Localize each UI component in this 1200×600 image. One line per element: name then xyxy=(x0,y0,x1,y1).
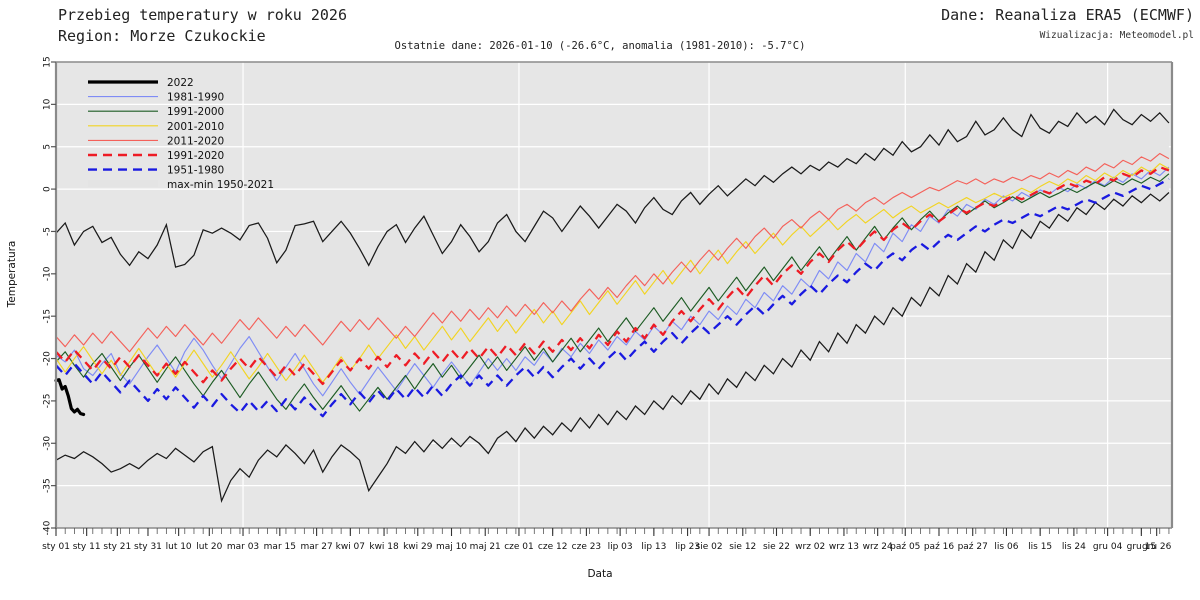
x-tick-label: sie 22 xyxy=(763,542,790,552)
x-tick-label: sie 02 xyxy=(696,542,723,552)
y-tick-label: -25 xyxy=(43,394,53,409)
x-tick-label: lut 10 xyxy=(166,542,192,552)
y-tick-label: -20 xyxy=(43,351,53,366)
x-tick-label: maj 10 xyxy=(436,542,467,552)
y-tick-label: -5 xyxy=(43,227,53,236)
series-line-1951-1980 xyxy=(55,177,1170,418)
y-tick-label: 0 xyxy=(43,186,53,192)
x-tick-label: cze 12 xyxy=(538,542,568,552)
y-tick-label: -10 xyxy=(43,266,53,281)
data-source-label: Dane: Reanaliza ERA5 (ECMWF) xyxy=(941,6,1194,24)
region-label: Region: Morze Czukockie xyxy=(58,27,266,45)
chart-header: Przebieg temperatury w roku 2026 Region:… xyxy=(0,0,1200,60)
page-title: Przebieg temperatury w roku 2026 xyxy=(58,6,347,24)
series-line-2022 xyxy=(54,378,86,417)
legend-label: max-min 1950-2021 xyxy=(167,179,274,191)
x-tick-label: lis 06 xyxy=(994,542,1018,552)
legend-swatch-band xyxy=(88,180,158,188)
x-tick-label: lut 20 xyxy=(196,542,222,552)
y-axis-title: Temperatura xyxy=(6,240,18,308)
x-tick-label: kwi 07 xyxy=(336,542,365,552)
y-tick-label: -35 xyxy=(43,478,53,493)
x-tick-label: paź 27 xyxy=(958,542,988,552)
x-tick-label: gru 15 xyxy=(1127,542,1156,552)
x-tick-label: cze 01 xyxy=(504,542,534,552)
x-axis-title: Data xyxy=(587,568,613,580)
series-line-1991-2000 xyxy=(55,173,1170,412)
series-line-2011-2020 xyxy=(55,152,1170,353)
legend-label: 1991-2000 xyxy=(167,106,224,118)
y-tick-label: 15 xyxy=(43,56,53,67)
x-tick-label: paź 05 xyxy=(890,542,920,552)
legend-label: 1951-1980 xyxy=(167,165,224,177)
x-tick-label: gru 26 xyxy=(1142,542,1172,552)
x-tick-label: lip 23 xyxy=(675,542,700,552)
x-tick-label: cze 23 xyxy=(572,542,602,552)
y-tick-label: -15 xyxy=(43,309,53,324)
y-tick-label: 5 xyxy=(43,144,53,150)
x-tick-label: mar 03 xyxy=(227,542,259,552)
x-tick-label: sty 21 xyxy=(103,542,131,552)
x-tick-label: wrz 13 xyxy=(829,542,859,552)
x-tick-label: sty 11 xyxy=(73,542,101,552)
x-tick-label: wrz 02 xyxy=(795,542,825,552)
legend-label: 1981-1990 xyxy=(167,92,224,104)
legend-label: 2011-2020 xyxy=(167,135,224,147)
x-tick-label: lip 03 xyxy=(608,542,633,552)
y-tick-label: -30 xyxy=(43,436,53,451)
x-tick-label: kwi 29 xyxy=(403,542,433,552)
y-tick-label: -40 xyxy=(43,520,53,535)
x-tick-label: mar 15 xyxy=(264,542,296,552)
series-line-1991-2020 xyxy=(55,165,1170,386)
legend-label: 2001-2010 xyxy=(167,121,224,133)
visualization-credit-label: Wizualizacja: Meteomodel.pl xyxy=(1039,30,1194,41)
x-tick-label: sty 31 xyxy=(134,542,162,552)
y-tick-label: 10 xyxy=(43,98,53,110)
chart-subtitle: Ostatnie dane: 2026-01-10 (-26.6°C, anom… xyxy=(394,40,806,52)
x-tick-label: lis 24 xyxy=(1062,542,1086,552)
series-line-2001-2010 xyxy=(55,163,1170,383)
x-tick-label: wrz 24 xyxy=(863,542,893,552)
x-tick-label: lip 13 xyxy=(641,542,666,552)
x-tick-label: gru 04 xyxy=(1093,542,1123,552)
max-envelope-line xyxy=(55,108,1170,268)
legend-label: 1991-2020 xyxy=(167,150,224,162)
x-tick-label: mar 27 xyxy=(300,542,332,552)
legend-label: 2022 xyxy=(167,77,194,89)
x-tick-label: kwi 18 xyxy=(369,542,399,552)
x-tick-label: paź 16 xyxy=(924,542,955,552)
x-tick-label: sty 01 xyxy=(42,542,70,552)
min-envelope-line xyxy=(55,192,1170,504)
x-tick-label: lis 15 xyxy=(1028,542,1052,552)
x-tick-label: maj 21 xyxy=(470,542,501,552)
x-tick-label: sie 12 xyxy=(729,542,756,552)
series-line-1981-1990 xyxy=(55,166,1170,397)
